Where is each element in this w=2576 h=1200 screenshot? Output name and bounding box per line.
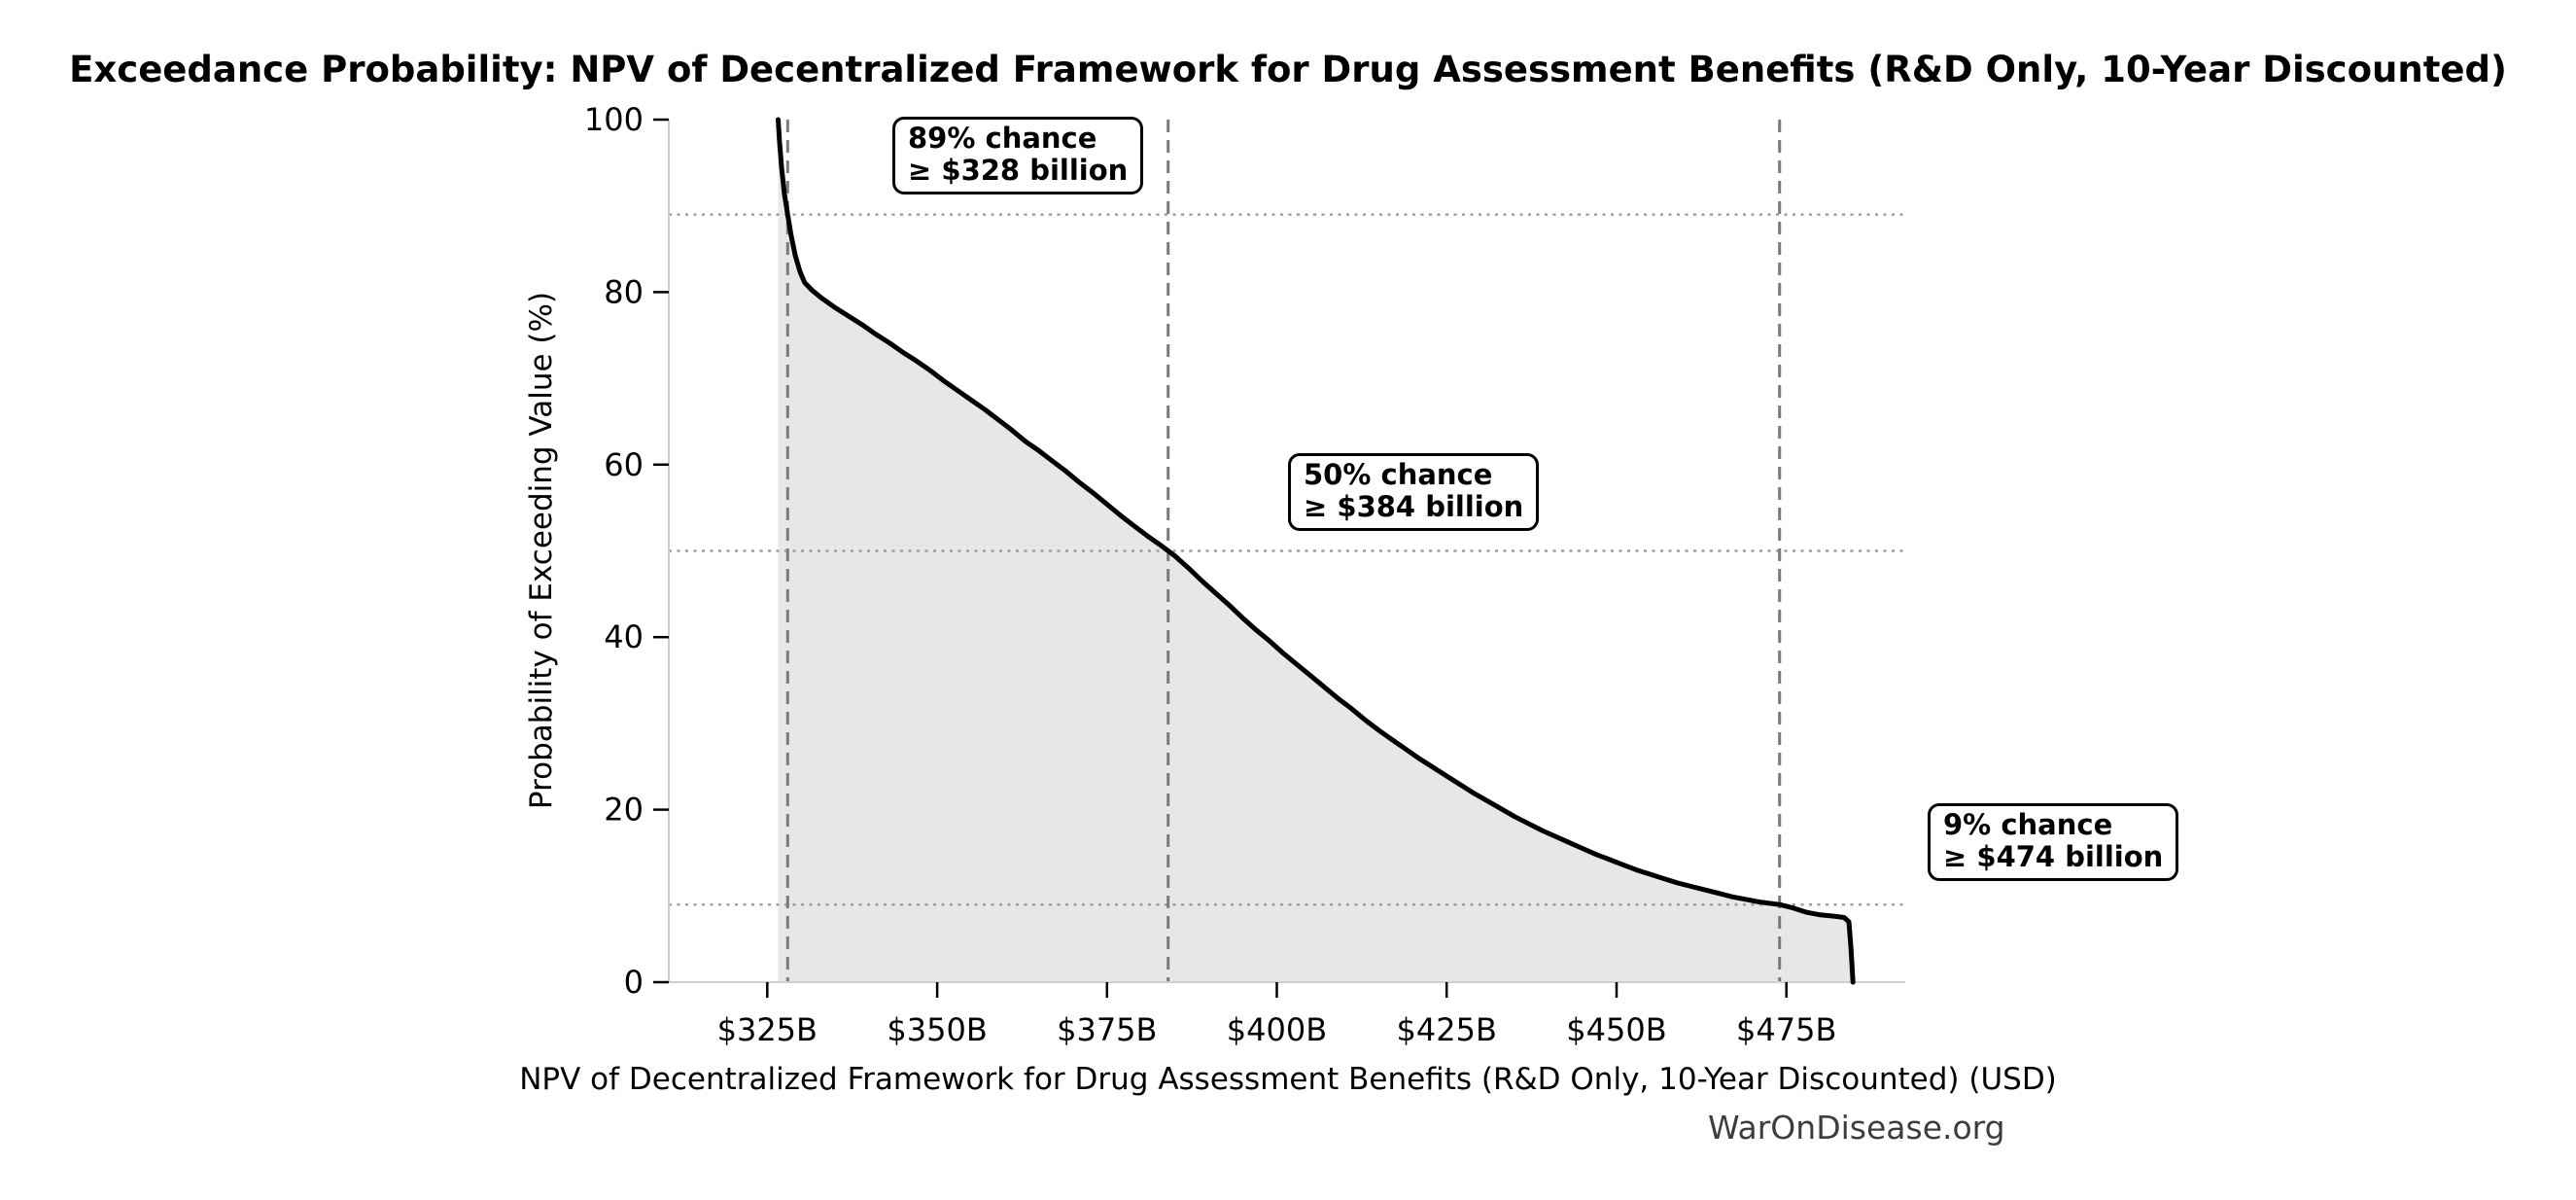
x-tick-label: $425B	[1397, 1011, 1497, 1048]
annotation-89-percent: 89% chance ≥ $328 billion	[892, 117, 1144, 194]
y-tick-label: 100	[584, 101, 644, 138]
curve-fill-area	[778, 120, 1854, 982]
annotation-line: 50% chance	[1304, 458, 1493, 491]
x-tick-label: $475B	[1736, 1011, 1836, 1048]
x-tick-label: $450B	[1566, 1011, 1666, 1048]
x-tick-label: $375B	[1057, 1011, 1157, 1048]
annotation-line: ≥ $474 billion	[1943, 840, 2164, 873]
annotation-50-percent: 50% chance ≥ $384 billion	[1288, 453, 1540, 531]
y-tick-label: 60	[604, 446, 644, 483]
annotation-line: ≥ $384 billion	[1304, 490, 1524, 523]
y-tick-label: 80	[604, 273, 644, 310]
y-tick-label: 40	[604, 618, 644, 655]
annotation-line: ≥ $328 billion	[908, 154, 1129, 187]
chart-title: Exceedance Probability: NPV of Decentral…	[69, 49, 2507, 90]
x-tick-label: $400B	[1227, 1011, 1327, 1048]
watermark: WarOnDisease.org	[1708, 1109, 2005, 1147]
exceedance-curve	[776, 117, 1856, 985]
annotation-line: 89% chance	[908, 122, 1097, 155]
y-axis-label: Probability of Exceeding Value (%)	[524, 291, 559, 810]
x-tick-label: $350B	[887, 1011, 987, 1048]
x-tick-label: $325B	[717, 1011, 818, 1048]
y-tick-label: 0	[624, 964, 644, 1001]
y-tick-label: 20	[604, 792, 644, 829]
annotation-line: 9% chance	[1943, 808, 2113, 841]
x-axis-label: NPV of Decentralized Framework for Drug …	[519, 1062, 2057, 1097]
annotation-9-percent: 9% chance ≥ $474 billion	[1928, 803, 2179, 881]
